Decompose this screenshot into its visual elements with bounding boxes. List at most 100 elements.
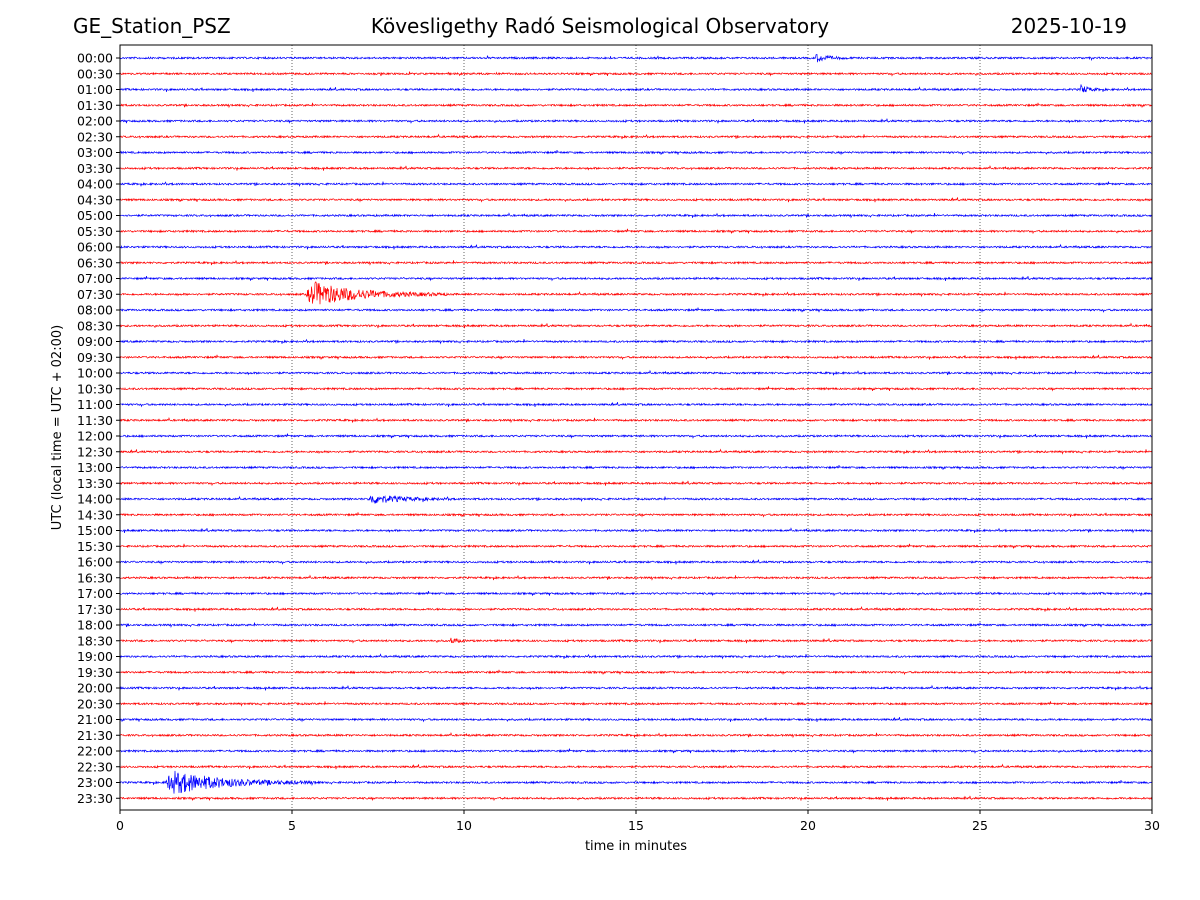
y-tick-label: 04:00 xyxy=(77,177,113,192)
y-tick-label: 04:30 xyxy=(77,192,113,207)
trace-1030 xyxy=(119,386,1153,392)
y-tick-label: 11:30 xyxy=(77,413,113,428)
y-tick-label: 09:00 xyxy=(77,334,113,349)
trace-1730 xyxy=(119,606,1153,612)
y-tick-label: 17:00 xyxy=(77,586,113,601)
y-tick-label: 00:00 xyxy=(77,51,113,66)
date-label: 2025-10-19 xyxy=(1010,14,1127,38)
y-tick-label: 10:00 xyxy=(77,366,113,381)
trace-2130 xyxy=(119,732,1153,739)
y-tick-label: 03:00 xyxy=(77,145,113,160)
trace-2000 xyxy=(119,684,1153,691)
x-axis-label: time in minutes xyxy=(585,839,687,854)
y-tick-label: 21:30 xyxy=(77,728,113,743)
y-tick-label: 21:00 xyxy=(77,712,113,727)
trace-0100 xyxy=(119,84,1153,93)
y-tick-label: 16:00 xyxy=(77,555,113,570)
y-tick-label: 06:30 xyxy=(77,255,113,270)
trace-layer xyxy=(119,54,1153,802)
trace-1230 xyxy=(119,448,1153,455)
y-tick-label: 10:30 xyxy=(77,381,113,396)
y-tick-label: 11:00 xyxy=(77,397,113,412)
trace-0930 xyxy=(119,354,1153,361)
trace-0030 xyxy=(119,71,1153,77)
trace-1330 xyxy=(119,480,1153,487)
station-label: GE_Station_PSZ xyxy=(73,14,231,38)
y-tick-label: 15:00 xyxy=(77,523,113,538)
trace-2030 xyxy=(119,701,1153,707)
trace-1700 xyxy=(119,590,1153,597)
trace-1600 xyxy=(119,559,1153,565)
trace-1300 xyxy=(119,464,1153,471)
trace-2100 xyxy=(119,716,1153,723)
y-tick-label: 08:00 xyxy=(77,303,113,318)
trace-0430 xyxy=(119,197,1153,203)
x-tick-label: 0 xyxy=(116,818,124,833)
trace-0530 xyxy=(119,228,1153,235)
plot-frame xyxy=(119,44,1153,811)
trace-0800 xyxy=(119,307,1153,313)
trace-1930 xyxy=(119,669,1153,676)
trace-0200 xyxy=(119,118,1153,124)
y-tick-label: 18:30 xyxy=(77,633,113,648)
trace-1500 xyxy=(119,527,1153,534)
trace-1830 xyxy=(119,637,1153,644)
x-tick-label: 25 xyxy=(972,818,988,833)
y-tick-label: 20:30 xyxy=(77,696,113,711)
y-tick-label: 22:00 xyxy=(77,744,113,759)
trace-0300 xyxy=(119,149,1153,156)
y-tick-label: 18:00 xyxy=(77,618,113,633)
trace-0130 xyxy=(119,102,1153,109)
trace-2200 xyxy=(119,748,1153,754)
trace-0330 xyxy=(119,165,1153,171)
y-tick-label: 16:30 xyxy=(77,570,113,585)
y-tick-label: 23:30 xyxy=(77,791,113,806)
y-tick-label: 17:30 xyxy=(77,602,113,617)
trace-2230 xyxy=(119,763,1153,770)
trace-1130 xyxy=(119,417,1153,424)
trace-1800 xyxy=(119,622,1153,628)
trace-2330 xyxy=(119,795,1153,802)
trace-0730 xyxy=(119,281,1153,305)
y-tick-label: 14:00 xyxy=(77,492,113,507)
trace-0830 xyxy=(119,322,1153,329)
x-tick-label: 10 xyxy=(456,818,472,833)
x-tick-label: 30 xyxy=(1144,818,1160,833)
x-tick-label: 15 xyxy=(628,818,644,833)
y-tick-label: 14:30 xyxy=(77,507,113,522)
y-tick-label: 00:30 xyxy=(77,66,113,81)
y-tick-label: 02:00 xyxy=(77,114,113,129)
y-tick-label: 05:00 xyxy=(77,208,113,223)
y-tick-label: 03:30 xyxy=(77,161,113,176)
trace-2300 xyxy=(119,770,1153,794)
trace-1400 xyxy=(119,495,1153,504)
trace-0700 xyxy=(119,275,1153,282)
trace-0400 xyxy=(119,181,1153,187)
y-tick-label: 19:00 xyxy=(77,649,113,664)
y-tick-label: 05:30 xyxy=(77,224,113,239)
trace-0600 xyxy=(119,243,1153,250)
y-tick-label: 08:30 xyxy=(77,318,113,333)
y-tick-label: 12:00 xyxy=(77,429,113,444)
y-tick-label: 09:30 xyxy=(77,350,113,365)
trace-1530 xyxy=(119,543,1153,549)
y-tick-label: 13:30 xyxy=(77,476,113,491)
trace-0900 xyxy=(119,338,1153,345)
y-axis-label: UTC (local time = UTC + 02:00) xyxy=(50,325,65,530)
trace-0630 xyxy=(119,260,1153,266)
trace-1000 xyxy=(119,369,1153,376)
trace-0230 xyxy=(119,133,1153,140)
x-tick-label: 20 xyxy=(800,818,816,833)
y-tick-label: 23:00 xyxy=(77,775,113,790)
x-tick-layer: 0 5 10 15 20 25 30 xyxy=(116,810,1160,833)
y-tick-layer: 00:0000:3001:0001:3002:0002:3003:0003:30… xyxy=(77,51,120,806)
trace-1200 xyxy=(119,433,1153,439)
y-tick-label: 15:30 xyxy=(77,539,113,554)
trace-1630 xyxy=(119,574,1153,581)
y-tick-label: 01:30 xyxy=(77,98,113,113)
y-tick-label: 07:30 xyxy=(77,287,113,302)
y-tick-label: 02:30 xyxy=(77,129,113,144)
y-tick-label: 12:30 xyxy=(77,444,113,459)
grid-layer xyxy=(291,45,981,810)
